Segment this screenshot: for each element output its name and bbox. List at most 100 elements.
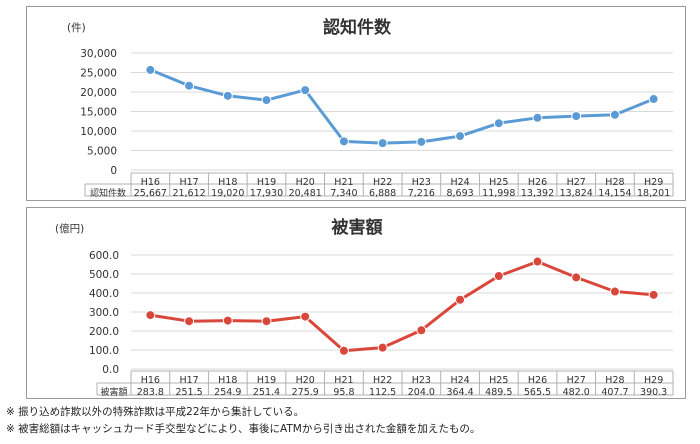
data-label: 7,216	[408, 188, 435, 199]
data-point	[184, 80, 195, 91]
x-tick-label: H18	[218, 375, 237, 386]
data-point	[493, 270, 504, 281]
data-table-grid	[96, 370, 674, 396]
data-label: 275.9	[292, 387, 319, 398]
x-tick-label: H19	[257, 375, 276, 386]
data-label: 565.5	[524, 387, 551, 398]
data-label: 6,888	[369, 188, 396, 199]
data-point	[338, 136, 349, 147]
x-tick-label: H19	[257, 177, 276, 188]
data-point	[338, 345, 349, 356]
series-name-label: 被害額	[100, 386, 127, 398]
data-point	[532, 112, 543, 123]
data-label: 112.5	[369, 387, 396, 398]
x-tick-label: H27	[567, 177, 586, 188]
data-point	[571, 272, 582, 283]
data-label: 251.4	[253, 387, 280, 398]
data-point	[455, 294, 466, 305]
y-tick-label: 15,000	[80, 107, 117, 119]
data-label: 8,693	[446, 188, 473, 199]
data-point	[648, 289, 659, 300]
data-point	[609, 286, 620, 297]
footnote-1: ※ 振り込め詐欺以外の特殊詐欺は平成22年から集計している。	[6, 406, 305, 418]
x-tick-label: H29	[644, 177, 663, 188]
y-tick-label: 30,000	[80, 48, 117, 60]
chart-panel-cases: 認知件数 (件) 0 5,000 10,000 15,000 20,000 25,000 30,…	[26, 6, 686, 201]
x-tick-label: H25	[489, 177, 508, 188]
y-tick-label: 500.0	[89, 269, 119, 281]
data-point	[261, 95, 272, 106]
data-label: 17,930	[250, 188, 283, 199]
data-label: 390.3	[640, 387, 667, 398]
y-tick-label: 10,000	[80, 126, 117, 138]
series-line	[150, 260, 654, 353]
data-point	[416, 136, 427, 147]
y-tick-label: 300.0	[89, 307, 119, 319]
data-label: 25,667	[134, 188, 167, 199]
x-tick-label: H24	[450, 177, 469, 188]
x-tick-label: H18	[218, 177, 237, 188]
data-point	[377, 342, 388, 353]
data-point	[222, 90, 233, 101]
data-label: 254.9	[214, 387, 241, 398]
series-line	[149, 68, 655, 145]
x-tick-label: H27	[567, 375, 586, 386]
data-label: 7,340	[330, 188, 357, 199]
data-label: 18,201	[637, 188, 670, 199]
data-label: 489.5	[485, 387, 512, 398]
data-label: 251.5	[175, 387, 202, 398]
data-point	[222, 315, 233, 326]
x-tick-label: H21	[334, 177, 353, 188]
x-tick-label: H26	[528, 177, 547, 188]
x-tick-label: H16	[141, 375, 160, 386]
y-tick-label: 0.0	[102, 364, 119, 376]
series-name-label: 認知件数	[90, 187, 126, 199]
data-label: 14,154	[598, 188, 631, 199]
x-tick-label: H28	[605, 375, 624, 386]
data-label: 19,020	[211, 188, 244, 199]
chart-panel-damage: 被害額 (億円) 0.0 100.0 200.0 300.0 400.0 500.0 600.0…	[26, 207, 686, 399]
data-label: 95.8	[333, 387, 354, 398]
x-tick-label: H20	[296, 375, 315, 386]
data-point	[377, 138, 388, 149]
data-label: 407.7	[601, 387, 628, 398]
x-tick-label: H23	[412, 177, 431, 188]
data-label: 204.0	[408, 387, 435, 398]
chart-title: 被害額	[332, 217, 383, 238]
x-tick-label: H21	[334, 375, 353, 386]
x-tick-label: H17	[179, 375, 198, 386]
data-table-grid	[84, 172, 674, 197]
x-tick-label: H25	[489, 375, 508, 386]
x-tick-label: H22	[373, 177, 392, 188]
data-point	[184, 316, 195, 327]
y-tick-label: 20,000	[80, 87, 117, 99]
data-label: 482.0	[563, 387, 590, 398]
data-point	[455, 131, 466, 142]
data-point	[145, 310, 156, 321]
y-unit-label: (件)	[67, 22, 86, 34]
y-tick-label: 200.0	[89, 326, 119, 338]
data-point	[493, 118, 504, 129]
x-tick-label: H16	[141, 177, 160, 188]
x-tick-label: H24	[450, 375, 469, 386]
x-tick-label: H28	[605, 177, 624, 188]
data-label: 20,481	[289, 188, 322, 199]
data-point	[261, 316, 272, 327]
x-tick-label: H22	[373, 375, 392, 386]
y-tick-label: 600.0	[89, 250, 119, 262]
x-tick-label: H20	[296, 177, 315, 188]
data-point	[145, 64, 156, 75]
y-tick-label: 5,000	[87, 146, 117, 158]
x-tick-label: H26	[528, 375, 547, 386]
data-label: 13,824	[560, 188, 593, 199]
data-label: 21,612	[172, 188, 205, 199]
x-tick-label: H17	[179, 177, 198, 188]
footnote-2: ※ 被害総額はキャッシュカード手交型などにより、事後にATMから引き出された金額…	[6, 423, 481, 435]
data-point	[300, 85, 311, 96]
y-tick-label: 0	[110, 165, 117, 177]
y-tick-label: 25,000	[80, 68, 117, 80]
y-tick-label: 100.0	[89, 345, 119, 357]
data-label: 283.8	[137, 387, 164, 398]
x-tick-label: H23	[412, 375, 431, 386]
damage-chart-svg: 被害額 (億円) 0.0 100.0 200.0 300.0 400.0 500.0 600.0…	[55, 217, 674, 398]
